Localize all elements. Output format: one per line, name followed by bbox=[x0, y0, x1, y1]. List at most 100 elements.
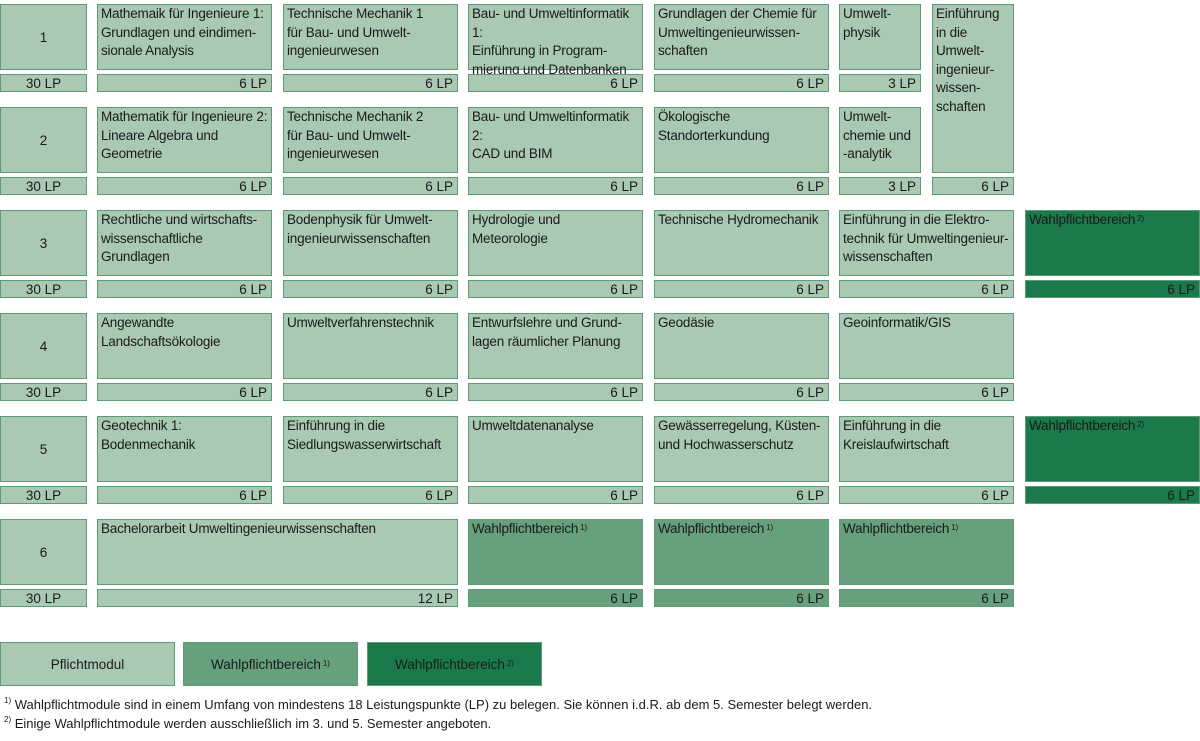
module-credits-text: 6 LP bbox=[610, 488, 638, 503]
module-title[interactable]: Umwelt- chemie und -analytik bbox=[839, 107, 921, 173]
legend-label: Wahlpflichtbereich bbox=[211, 656, 321, 672]
module-credits: 6 LP bbox=[97, 383, 272, 401]
module-title-text: Technische Mechanik 1 für Bau- und Umwel… bbox=[287, 6, 424, 58]
module-title[interactable]: Wahlpflichtbereich 2) bbox=[1025, 416, 1200, 482]
module-title-text: Wahlpflichtbereich bbox=[1029, 212, 1136, 227]
footnote-2-text: Einige Wahlpflichtmodule werden ausschli… bbox=[14, 716, 492, 731]
module-credits: 6 LP bbox=[654, 280, 829, 298]
module-title[interactable]: Rechtliche und wirtschafts- wissenschaft… bbox=[97, 210, 272, 276]
module-credits-text: 6 LP bbox=[1167, 488, 1195, 503]
module-title-text: Grundlagen der Chemie für Umweltingenieu… bbox=[658, 6, 817, 58]
module-credits: 6 LP bbox=[839, 589, 1014, 607]
module-title-text: Geotechnik 1: Bodenmechanik bbox=[101, 418, 196, 452]
module-title-text: Einführung in die Kreislaufwirtschaft bbox=[843, 418, 949, 452]
legend-item-wahl2: Wahlpflichtbereich 2) bbox=[367, 642, 542, 686]
module-credits: 6 LP bbox=[839, 383, 1014, 401]
module-title[interactable]: Mathematik für Ingenieure 2: Lineare Alg… bbox=[97, 107, 272, 173]
module-credits-text: 6 LP bbox=[425, 179, 453, 194]
module-credits: 6 LP bbox=[468, 177, 643, 195]
footnote-1-text: Wahlpflichtmodule sind in einem Umfang v… bbox=[14, 697, 873, 712]
module-credits-text: 6 LP bbox=[796, 179, 824, 194]
module-title-text: Technische Mechanik 2 für Bau- und Umwel… bbox=[287, 109, 424, 161]
semester-credits-label: 30 LP bbox=[25, 282, 62, 297]
module-title[interactable]: Umwelt- physik bbox=[839, 4, 921, 70]
semester-credits: 30 LP bbox=[0, 589, 87, 607]
module-title[interactable]: Hydrologie und Meteorologie bbox=[468, 210, 643, 276]
module-title-text: Bau- und Umweltinformatik 1: Einführung … bbox=[472, 6, 630, 77]
legend-item-pflicht: Pflichtmodul bbox=[0, 642, 175, 686]
module-credits: 12 LP bbox=[97, 589, 458, 607]
module-credits: 3 LP bbox=[839, 74, 921, 92]
module-title[interactable]: Ökologische Standorterkundung bbox=[654, 107, 829, 173]
module-title[interactable]: Grundlagen der Chemie für Umweltingenieu… bbox=[654, 4, 829, 70]
module-credits-text: 6 LP bbox=[610, 591, 638, 606]
semester-credits-label: 30 LP bbox=[25, 591, 62, 606]
module-title[interactable]: Bau- und Umweltinformatik 1: Einführung … bbox=[468, 4, 643, 77]
module-title[interactable]: Technische Mechanik 2 für Bau- und Umwel… bbox=[283, 107, 458, 173]
module-credits-text: 6 LP bbox=[981, 179, 1009, 194]
module-title-text: Mathematik für Ingenieure 2: Lineare Alg… bbox=[101, 109, 268, 161]
semester-credits-label: 30 LP bbox=[25, 179, 62, 194]
module-credits-text: 6 LP bbox=[239, 76, 267, 91]
module-title[interactable]: Einführung in die Elektro- technik für U… bbox=[839, 210, 1014, 276]
module-credits-text: 6 LP bbox=[425, 488, 453, 503]
module-title[interactable]: Mathemaik für Ingenieure 1: Grundlagen u… bbox=[97, 4, 272, 70]
module-title[interactable]: Umweltdatenanalyse bbox=[468, 416, 643, 482]
semester-number-label: 5 bbox=[39, 441, 48, 457]
footnote-marker: 1) bbox=[580, 523, 587, 532]
semester-credits-label: 30 LP bbox=[25, 76, 62, 91]
semester-number: 3 bbox=[0, 210, 87, 276]
module-title[interactable]: Geotechnik 1: Bodenmechanik bbox=[97, 416, 272, 482]
module-title[interactable]: Angewandte Landschaftsökologie bbox=[97, 313, 272, 379]
module-title-text: Umwelt- chemie und -analytik bbox=[843, 109, 911, 161]
module-title-text: Einführung in die Umwelt- ingenieur- wis… bbox=[936, 6, 1000, 114]
module-title-text: Rechtliche und wirtschafts- wissenschaft… bbox=[101, 212, 257, 264]
footnote-marker: 2) bbox=[1137, 420, 1144, 429]
module-title[interactable]: Einführung in die Kreislaufwirtschaft bbox=[839, 416, 1014, 482]
footnote-marker: 2) bbox=[1137, 214, 1144, 223]
module-credits-text: 6 LP bbox=[425, 76, 453, 91]
module-title-text: Geoinformatik/GIS bbox=[843, 315, 951, 330]
module-credits: 6 LP bbox=[468, 383, 643, 401]
module-title[interactable]: Wahlpflichtbereich 1) bbox=[468, 519, 643, 585]
module-title[interactable]: Einführung in die Umwelt- ingenieur- wis… bbox=[932, 4, 1014, 173]
module-title-text: Bodenphysik für Umwelt- ingenieurwissens… bbox=[287, 212, 433, 246]
module-title[interactable]: Bau- und Umweltinformatik 2: CAD und BIM bbox=[468, 107, 643, 173]
module-title-text: Wahlpflichtbereich bbox=[472, 521, 579, 536]
module-credits-text: 6 LP bbox=[610, 76, 638, 91]
module-title[interactable]: Wahlpflichtbereich 2) bbox=[1025, 210, 1200, 276]
module-title-text: Entwurfslehre und Grund- lagen räumliche… bbox=[472, 315, 622, 349]
module-title[interactable]: Gewässerregelung, Küsten- und Hochwasser… bbox=[654, 416, 829, 482]
module-title-text: Bau- und Umweltinformatik 2: CAD und BIM bbox=[472, 109, 630, 161]
module-credits: 6 LP bbox=[654, 486, 829, 504]
module-credits: 6 LP bbox=[97, 486, 272, 504]
module-title[interactable]: Technische Mechanik 1 für Bau- und Umwel… bbox=[283, 4, 458, 70]
legend-item-wahl1: Wahlpflichtbereich 1) bbox=[183, 642, 358, 686]
module-credits: 6 LP bbox=[654, 589, 829, 607]
module-credits-text: 6 LP bbox=[981, 488, 1009, 503]
module-credits: 6 LP bbox=[283, 177, 458, 195]
module-title[interactable]: Wahlpflichtbereich 1) bbox=[654, 519, 829, 585]
semester-credits: 30 LP bbox=[0, 177, 87, 195]
module-credits: 6 LP bbox=[283, 74, 458, 92]
footnote-marker: 1) bbox=[322, 658, 330, 668]
module-credits-text: 6 LP bbox=[796, 76, 824, 91]
module-title[interactable]: Bachelorarbeit Umweltingenieurwissenscha… bbox=[97, 519, 458, 585]
module-title[interactable]: Umweltverfahrenstechnik bbox=[283, 313, 458, 379]
module-credits-text: 6 LP bbox=[610, 179, 638, 194]
module-title[interactable]: Bodenphysik für Umwelt- ingenieurwissens… bbox=[283, 210, 458, 276]
module-title[interactable]: Einführung in die Siedlungswasserwirtsch… bbox=[283, 416, 458, 482]
module-credits-text: 3 LP bbox=[888, 179, 916, 194]
module-title[interactable]: Geoinformatik/GIS bbox=[839, 313, 1014, 379]
module-credits: 6 LP bbox=[283, 280, 458, 298]
footnote-1: 1) Wahlpflichtmodule sind in einem Umfan… bbox=[4, 696, 873, 712]
module-credits-text: 6 LP bbox=[610, 385, 638, 400]
module-credits: 6 LP bbox=[468, 486, 643, 504]
module-credits-text: 6 LP bbox=[425, 385, 453, 400]
module-credits-text: 6 LP bbox=[796, 488, 824, 503]
module-title[interactable]: Technische Hydromechanik bbox=[654, 210, 829, 276]
module-title[interactable]: Entwurfslehre und Grund- lagen räumliche… bbox=[468, 313, 643, 379]
module-title-text: Ökologische Standorterkundung bbox=[658, 109, 770, 143]
module-title[interactable]: Geodäsie bbox=[654, 313, 829, 379]
module-title[interactable]: Wahlpflichtbereich 1) bbox=[839, 519, 1014, 585]
